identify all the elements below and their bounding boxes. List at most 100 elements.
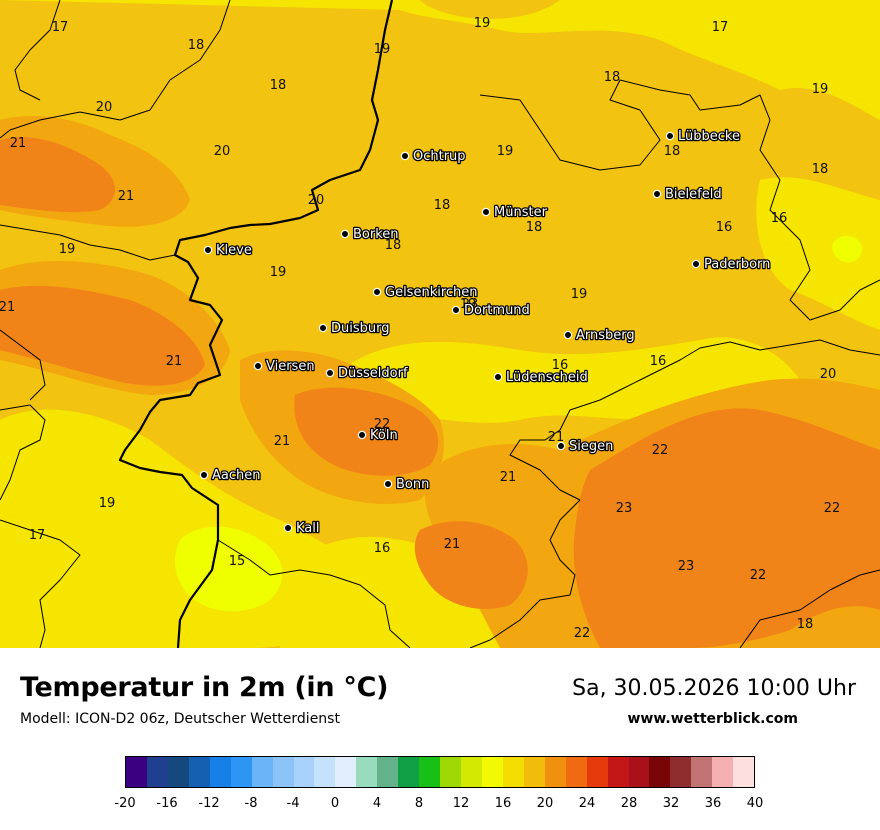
borders [0, 0, 880, 648]
city-köln[interactable]: Köln [357, 427, 399, 444]
city-lüdenscheid[interactable]: Lüdenscheid [493, 369, 589, 386]
color-scale-segment [481, 757, 503, 787]
city-münster[interactable]: Münster [481, 204, 549, 221]
temperature-value: 19 [497, 144, 514, 159]
temperature-value-labels: 17 19 17 18 19 18 18 19 20 21 20 19 18 21 18 20 18 18 16 16… [0, 16, 840, 641]
city-aachen[interactable]: Aachen [199, 467, 262, 484]
city-arnsberg[interactable]: Arnsberg [563, 327, 636, 344]
city-kleve[interactable]: Kleve [203, 242, 253, 259]
regional-border-southeast [739, 569, 880, 648]
color-scale-tick-label: 40 [746, 796, 764, 811]
city-kall[interactable]: Kall [283, 520, 321, 537]
color-scale-tick-label: 0 [330, 796, 340, 811]
temperature-value: 19 [460, 297, 477, 312]
color-scale-segment [565, 757, 587, 787]
city-gelsenkirchen[interactable]: Gelsenkirchen [372, 284, 479, 301]
map-title: Temperatur in 2m (in °C) [20, 672, 389, 703]
color-scale-segment [586, 757, 608, 787]
color-scale-segment [335, 757, 357, 787]
city-dot-icon [665, 131, 675, 141]
city-ochtrup[interactable]: Ochtrup [400, 148, 467, 165]
regional-border-north-west [14, 0, 61, 101]
color-scale-segment [398, 757, 420, 787]
national-border [118, 0, 394, 648]
city-siegen[interactable]: Siegen [556, 438, 615, 455]
city-düsseldorf[interactable]: Düsseldorf [325, 365, 409, 382]
city-dot-icon [340, 229, 350, 239]
city-label: Siegen [569, 439, 613, 454]
color-scale-tick-label: 16 [494, 796, 512, 811]
color-scale-tick-label: 24 [578, 796, 596, 811]
city-label: Lübbecke [678, 129, 740, 144]
temperature-value: 17 [29, 528, 46, 543]
temperature-value: 16 [552, 358, 569, 373]
city-label: Köln [370, 428, 398, 443]
color-scale-tick-label: 8 [414, 796, 424, 811]
color-scale [125, 756, 755, 788]
color-scale-segment [126, 757, 147, 787]
color-scale-tick-label: 28 [620, 796, 638, 811]
city-label: Ochtrup [413, 149, 466, 164]
temperature-value: 16 [716, 220, 733, 235]
city-dot-icon [691, 259, 701, 269]
city-dot-icon [563, 330, 573, 340]
regional-border-lower-rhine [0, 329, 46, 401]
color-scale-tick-label: 36 [704, 796, 722, 811]
city-bielefeld[interactable]: Bielefeld [652, 186, 723, 203]
city-dot-icon [203, 245, 213, 255]
temperature-value: 18 [270, 78, 287, 93]
city-dot-icon [652, 189, 662, 199]
temperature-value: 21 [118, 189, 135, 204]
city-lübbecke[interactable]: Lübbecke [665, 128, 741, 145]
color-scale-segment [440, 757, 461, 787]
city-markers: Ochtrup Lübbecke Bielefeld Münster Borken Kle… [199, 128, 772, 537]
city-label: Paderborn [704, 257, 770, 272]
regional-border-southwest [0, 519, 81, 648]
city-dot-icon [383, 479, 393, 489]
city-dot-icon [357, 430, 367, 440]
city-paderborn[interactable]: Paderborn [691, 256, 772, 273]
city-viersen[interactable]: Viersen [253, 358, 316, 375]
temperature-value: 16 [650, 354, 667, 369]
city-dot-icon [481, 207, 491, 217]
forecast-datetime: Sa, 30.05.2026 10:00 Uhr [572, 676, 856, 701]
color-scale-segment [146, 757, 168, 787]
city-label: Viersen [266, 359, 315, 374]
temperature-value: 18 [188, 38, 205, 53]
color-scale-tick-label: 20 [536, 796, 554, 811]
city-dortmund[interactable]: Dortmund [451, 302, 531, 319]
temperature-value: 21 [166, 354, 183, 369]
website-link[interactable]: www.wetterblick.com [627, 711, 799, 727]
city-label: Düsseldorf [338, 366, 408, 381]
color-scale-segment [607, 757, 629, 787]
city-label: Borken [353, 227, 399, 242]
city-label: Münster [494, 205, 548, 220]
color-scale-tick-label: -12 [198, 796, 220, 811]
city-label: Aachen [212, 468, 260, 483]
city-dot-icon [400, 151, 410, 161]
city-label: Dortmund [464, 303, 530, 318]
color-scale-segment [356, 757, 378, 787]
color-scale-tick-label: 4 [372, 796, 382, 811]
regional-border-northeast [479, 79, 880, 321]
city-label: Kall [296, 521, 320, 536]
temperature-value: 18 [434, 198, 451, 213]
city-duisburg[interactable]: Duisburg [318, 320, 391, 337]
city-borken[interactable]: Borken [340, 226, 400, 243]
color-scale-tick-label: -4 [286, 796, 300, 811]
city-label: Lüdenscheid [506, 370, 588, 385]
city-dot-icon [199, 470, 209, 480]
city-bonn[interactable]: Bonn [383, 476, 431, 493]
regional-border-north [0, 0, 231, 139]
city-dot-icon [556, 441, 566, 451]
temperature-map[interactable]: 17 19 17 18 19 18 18 19 20 21 20 19 18 21 18 20 18 18 16 16… [0, 0, 880, 648]
temperature-value: 18 [797, 617, 814, 632]
temperature-value: 15 [229, 554, 246, 569]
zone-16-north [0, 0, 880, 120]
regional-border-south [469, 499, 581, 648]
temperature-value: 23 [616, 501, 633, 516]
color-scale-tick-label: -8 [244, 796, 258, 811]
map-footer: Temperatur in 2m (in °C) Modell: ICON-D2… [0, 648, 880, 830]
temperature-value: 21 [10, 136, 27, 151]
color-scale-segment [167, 757, 189, 787]
